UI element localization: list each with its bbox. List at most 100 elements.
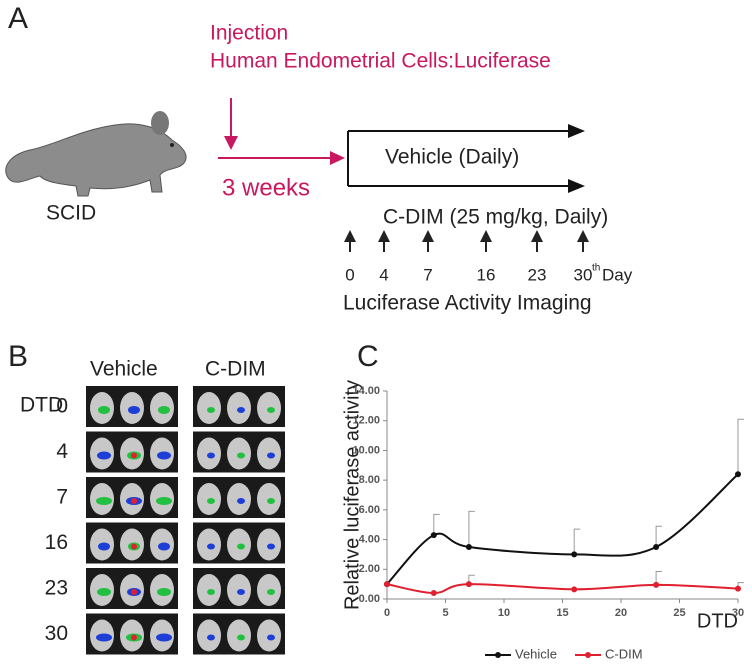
- x-tick-label: 5: [442, 607, 448, 619]
- point: [384, 581, 390, 588]
- signal: [237, 452, 245, 459]
- point: [571, 551, 578, 558]
- y-tick-label: 14.00: [352, 385, 380, 397]
- signal: [131, 589, 137, 595]
- signal: [131, 452, 137, 459]
- row-label: 23: [45, 577, 68, 600]
- cells-text: Human Endometrial Cells:Luciferase: [210, 50, 551, 73]
- error-bar: [737, 418, 744, 475]
- point: [571, 586, 578, 593]
- legend-label: Vehicle: [515, 646, 557, 661]
- signal: [131, 498, 137, 504]
- day-label: 23: [528, 265, 547, 284]
- signal: [207, 407, 215, 413]
- signal: [158, 406, 170, 414]
- row-label: 0: [56, 395, 68, 418]
- signal: [267, 452, 275, 459]
- x-tick-label: 10: [498, 607, 510, 619]
- x-axis-label: DTD: [697, 610, 738, 632]
- point: [465, 581, 472, 588]
- signal: [207, 498, 215, 504]
- imaging-text: Luciferase Activity Imaging: [343, 292, 592, 315]
- signal: [96, 497, 112, 505]
- y-axis-label: Relative luciferase activity: [341, 380, 363, 610]
- x-tick-label: 0: [384, 607, 390, 619]
- panel-label: C: [357, 340, 379, 373]
- signal: [237, 407, 245, 413]
- error-bar: [655, 525, 663, 547]
- signal: [156, 497, 172, 505]
- row-label: 30: [45, 622, 68, 645]
- error-bar: [573, 528, 581, 555]
- y-tick-label: 0.00: [359, 593, 380, 605]
- point: [430, 532, 437, 539]
- day-label: 16: [477, 265, 496, 284]
- signal: [97, 451, 111, 460]
- y-tick-label: 4.00: [359, 533, 380, 545]
- point: [653, 544, 660, 550]
- signal: [98, 542, 110, 551]
- signal: [207, 543, 215, 550]
- legend-label: C-DIM: [605, 646, 643, 661]
- cdim-text: C-DIM (25 mg/kg, Daily): [383, 206, 608, 229]
- line: [386, 473, 739, 585]
- x-tick-label: 20: [615, 607, 627, 619]
- signal: [131, 634, 137, 641]
- imaging-days: 0 4 7 16 23 30: [344, 230, 592, 284]
- panel-label: A: [8, 2, 28, 35]
- signal: [207, 452, 215, 459]
- day-label: 4: [379, 265, 388, 284]
- row-label: 4: [56, 440, 68, 463]
- signal: [267, 634, 275, 641]
- strain-text: SCID: [46, 202, 96, 225]
- y-tick-label: 8.00: [359, 474, 380, 486]
- arrowhead: [224, 136, 238, 150]
- arrowhead: [344, 230, 356, 242]
- arrowhead: [378, 230, 390, 242]
- signal: [98, 406, 110, 414]
- dtd-text: DTD: [20, 394, 63, 417]
- signal: [97, 588, 111, 596]
- x-tick-label: 15: [556, 607, 568, 619]
- vehicle-text: Vehicle (Daily): [385, 146, 519, 169]
- x-tick-label: 30: [732, 607, 744, 619]
- arrowhead: [531, 230, 543, 242]
- signal: [207, 634, 215, 641]
- arrowhead: [568, 124, 585, 138]
- signal: [156, 633, 172, 642]
- point: [465, 544, 472, 550]
- error-bar: [655, 571, 663, 585]
- chart: 0.00 2.00 4.00 6.00 8.00 10.00 12.00 14.00 0 5 10 1…: [352, 385, 744, 662]
- row-label: 7: [56, 486, 68, 509]
- row-label: 16: [45, 531, 68, 554]
- signal: [207, 589, 215, 595]
- y-tick-label: 6.00: [359, 504, 380, 516]
- point: [430, 590, 437, 597]
- signal: [237, 634, 245, 641]
- column-header: C-DIM: [205, 358, 266, 381]
- arrowhead: [422, 230, 434, 242]
- line: [386, 583, 739, 595]
- y-tick-label: 12.00: [352, 415, 380, 427]
- day-text: Day: [602, 265, 633, 284]
- y-tick-label: 10.00: [352, 444, 380, 456]
- signal: [267, 498, 275, 504]
- point: [735, 585, 741, 592]
- error-bar: [433, 513, 440, 536]
- signal: [157, 588, 171, 596]
- y-tick-label: 2.00: [359, 563, 380, 575]
- signal: [237, 498, 245, 504]
- arrowhead: [577, 230, 589, 242]
- point: [735, 471, 741, 478]
- arrowhead: [480, 230, 492, 242]
- signal: [157, 451, 171, 460]
- day-label: 0: [345, 265, 354, 284]
- image-grid: 0 4 7 16 23 30: [45, 386, 285, 655]
- legend-swatch: [585, 652, 591, 658]
- mouse-icon: [5, 111, 187, 197]
- point: [653, 581, 660, 588]
- error-bar: [468, 510, 475, 547]
- weeks-text: 3 weeks: [222, 174, 310, 201]
- signal: [267, 407, 275, 413]
- signal: [237, 589, 245, 595]
